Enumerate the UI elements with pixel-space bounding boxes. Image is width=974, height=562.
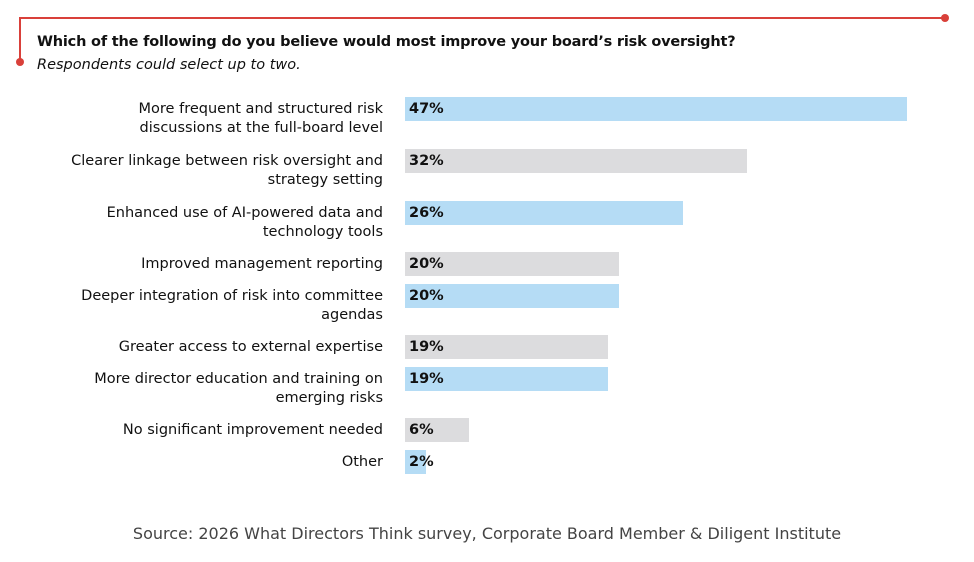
value-label: 19%	[409, 371, 444, 387]
bar	[405, 97, 907, 121]
accent-dot-right	[941, 14, 949, 22]
value-label: 20%	[409, 288, 444, 304]
value-label: 32%	[409, 153, 444, 169]
category-label: More director education and training on …	[94, 370, 383, 406]
bar	[405, 252, 619, 276]
value-label: 47%	[409, 101, 444, 117]
accent-bracket-line	[19, 17, 945, 62]
bar	[405, 149, 747, 173]
source-note: Source: 2026 What Directors Think survey…	[132, 524, 842, 543]
bar	[405, 418, 469, 442]
value-label: 26%	[409, 205, 444, 221]
category-label: Enhanced use of AI-powered data and tech…	[106, 204, 383, 240]
category-label: No significant improvement needed	[122, 421, 383, 438]
bar	[405, 335, 608, 359]
category-label: Other	[341, 453, 383, 470]
category-label: Deeper integration of risk into committe…	[81, 287, 383, 323]
category-label: Improved management reporting	[141, 255, 383, 272]
value-label: 19%	[409, 339, 444, 355]
value-label: 2%	[409, 454, 434, 470]
bar	[405, 450, 426, 474]
chart-title: Which of the following do you believe wo…	[37, 34, 736, 50]
bar	[405, 201, 683, 225]
bar	[405, 284, 619, 308]
category-label: Greater access to external expertise	[118, 338, 383, 355]
accent-dot-left	[16, 58, 24, 66]
value-label: 20%	[409, 256, 444, 272]
category-label: Clearer linkage between risk oversight a…	[71, 152, 383, 188]
chart-subtitle: Respondents could select up to two.	[37, 57, 301, 73]
category-label: More frequent and structured risk discus…	[138, 100, 383, 136]
bar	[405, 367, 608, 391]
value-label: 6%	[409, 422, 434, 438]
